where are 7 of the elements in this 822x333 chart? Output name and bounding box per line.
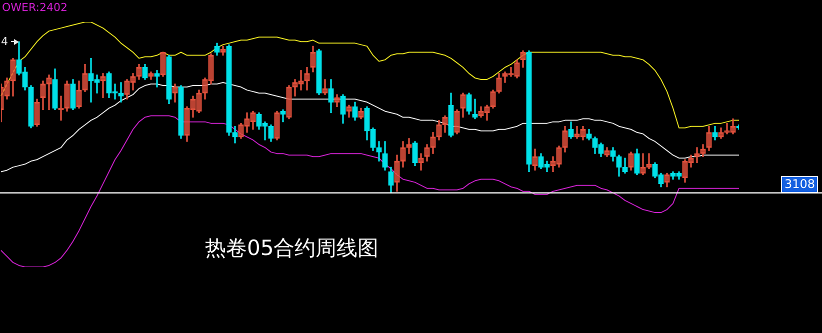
text: 3108 [781,176,818,193]
candlestick [154,70,160,88]
text: 热卷05合约周线图 [205,235,379,262]
text: OWER:2402 [2,1,68,14]
annotation: 4 [0,34,9,48]
candlestick [472,98,478,120]
candlestick [118,82,124,102]
